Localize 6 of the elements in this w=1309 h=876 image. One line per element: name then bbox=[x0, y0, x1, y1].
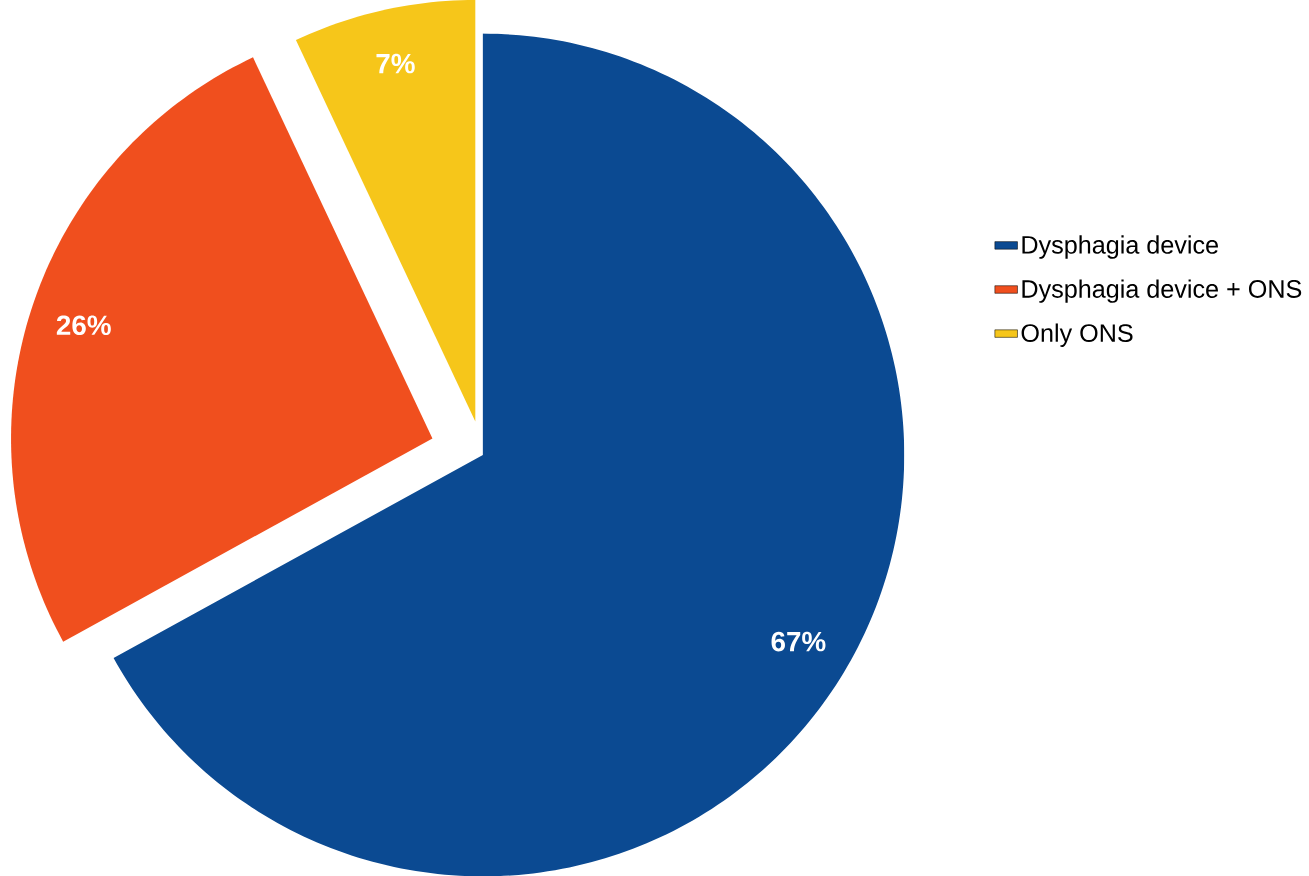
legend-label: Only ONS bbox=[1021, 323, 1133, 347]
legend-label: Dysphagia device bbox=[1022, 235, 1218, 259]
data-label: 67% bbox=[771, 631, 826, 652]
data-label: 26% bbox=[56, 315, 111, 335]
data-label: 7% bbox=[376, 53, 415, 74]
legend-label: Dysphagia device + ONS bbox=[1022, 279, 1302, 303]
